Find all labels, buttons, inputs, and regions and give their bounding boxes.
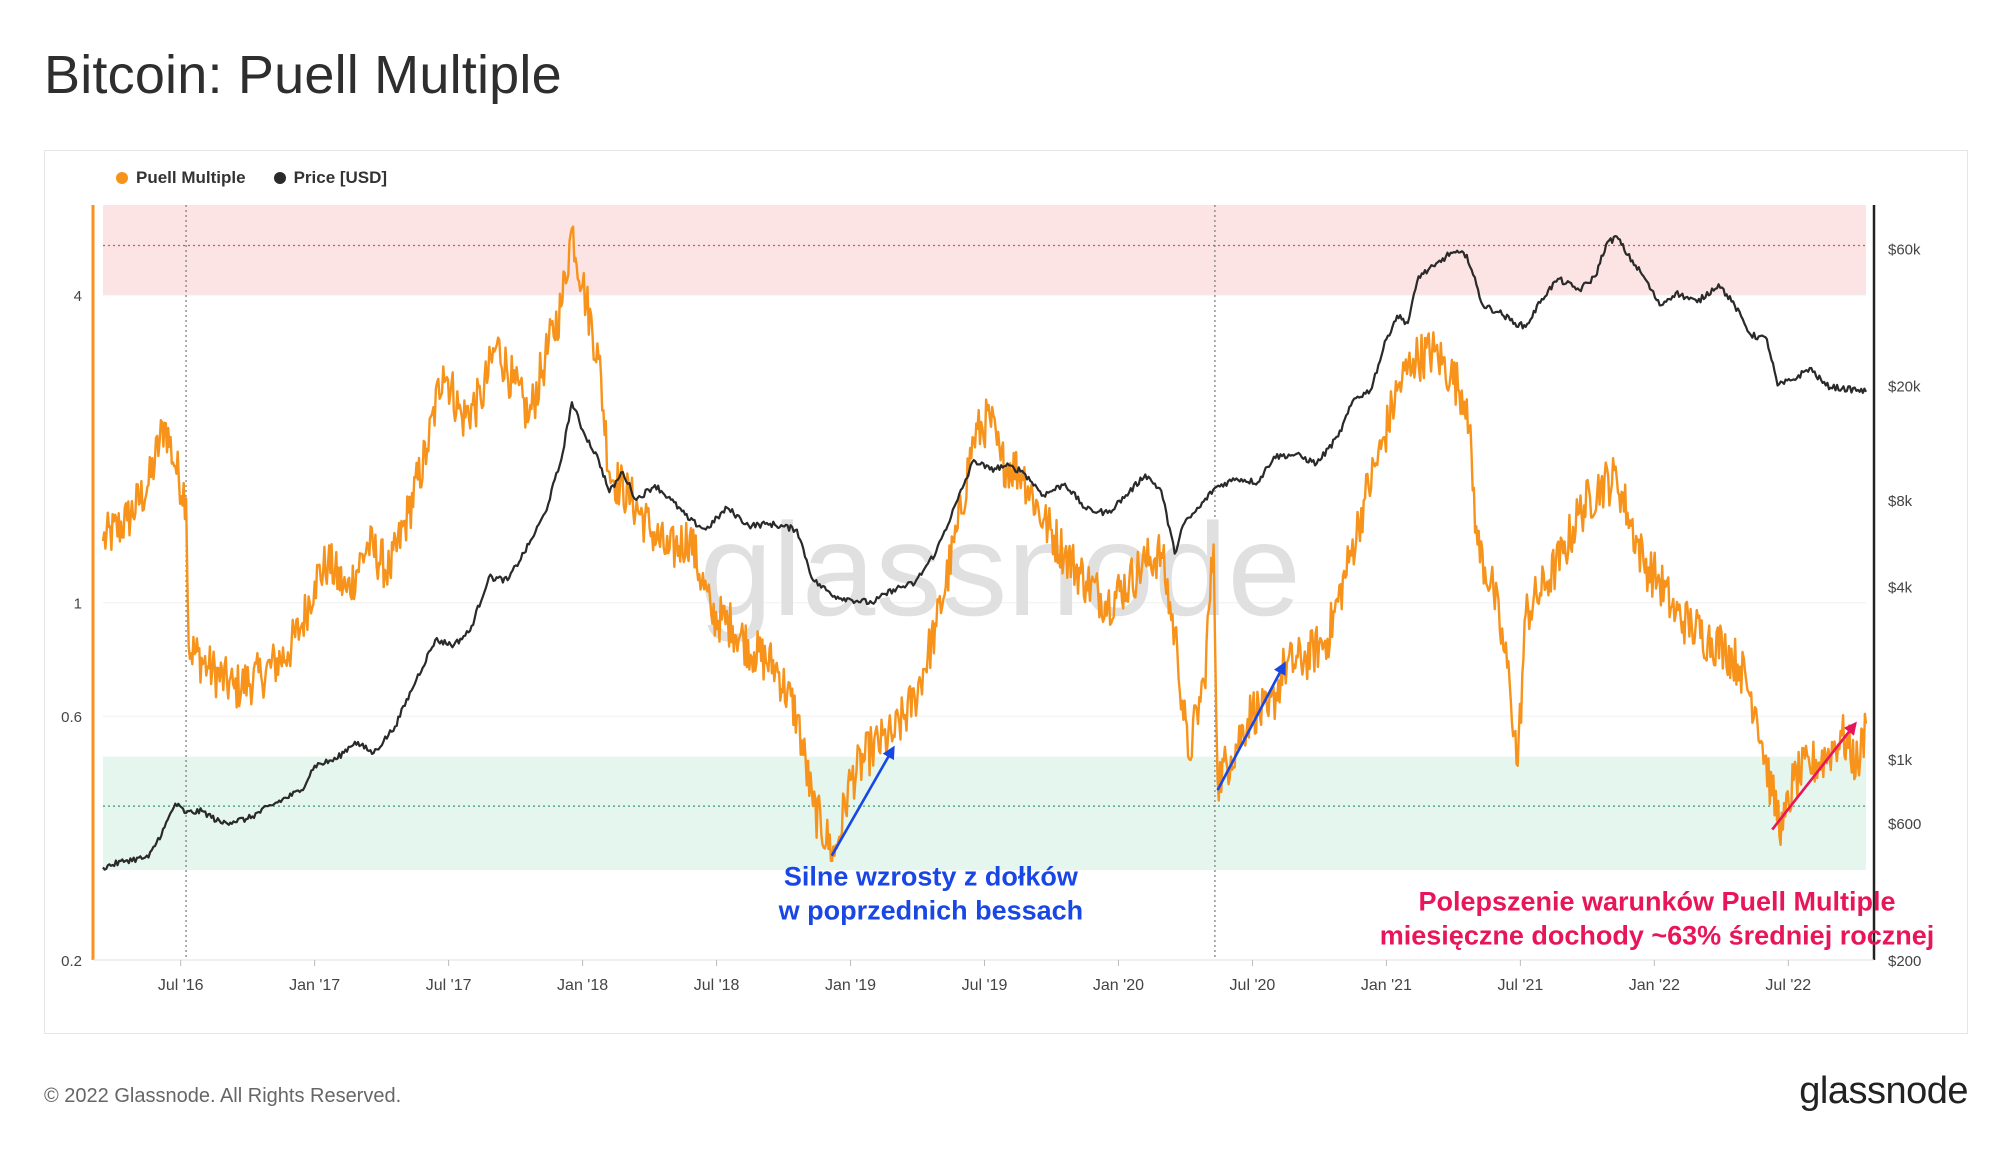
x-tick-label: Jan '22 <box>1629 977 1680 994</box>
annotation-arrow <box>1216 661 1286 791</box>
y-left-tick-label: 0.2 <box>61 953 82 970</box>
y-right-tick-label: $1k <box>1888 752 1913 769</box>
y-right-tick-label: $600 <box>1888 816 1921 833</box>
x-tick-label: Jan '21 <box>1361 977 1412 994</box>
x-tick-label: Jul '16 <box>158 977 204 994</box>
annotation-text: w poprzednich bessach <box>778 895 1084 925</box>
x-tick-label: Jul '18 <box>694 977 740 994</box>
price-line <box>102 235 1867 871</box>
x-tick-label: Jan '18 <box>557 977 608 994</box>
glassnode-logo[interactable]: glassnode <box>1799 1070 1968 1112</box>
legend-dot-puell <box>116 172 128 184</box>
x-tick-label: Jul '20 <box>1230 977 1276 994</box>
watermark: glassnode <box>699 496 1301 643</box>
legend-item-puell[interactable]: Puell Multiple <box>116 168 246 188</box>
y-right-tick-label: $20k <box>1888 379 1921 396</box>
y-right-tick-label: $200 <box>1888 953 1921 970</box>
x-tick-label: Jul '21 <box>1497 977 1543 994</box>
y-left-tick-label: 4 <box>74 288 82 305</box>
page-title: Bitcoin: Puell Multiple <box>44 45 562 105</box>
band-overheated <box>103 205 1866 296</box>
x-tick-label: Jan '20 <box>1093 977 1144 994</box>
legend-item-price[interactable]: Price [USD] <box>273 168 388 188</box>
annotation-arrow <box>1771 721 1857 831</box>
y-right-tick-label: $8k <box>1888 493 1913 510</box>
annotation-text: Polepszenie warunków Puell Multiple <box>1418 886 1895 916</box>
x-tick-label: Jul '22 <box>1765 977 1811 994</box>
x-tick-label: Jan '19 <box>825 977 876 994</box>
band-undervalued <box>103 756 1866 870</box>
x-tick-label: Jul '19 <box>962 977 1008 994</box>
y-right-tick-label: $4k <box>1888 579 1913 596</box>
annotation-text: Silne wzrosty z dołków <box>784 861 1079 891</box>
y-right-tick-label: $60k <box>1888 241 1921 258</box>
x-tick-label: Jul '17 <box>426 977 472 994</box>
x-tick-label: Jan '17 <box>289 977 340 994</box>
annotation-text: miesięczne dochody ~63% średniej rocznej <box>1380 920 1934 950</box>
legend-dot-price <box>273 172 286 184</box>
legend-label-price: Price [USD] <box>293 168 388 187</box>
y-left-tick-label: 1 <box>74 596 82 613</box>
y-left-tick-label: 0.6 <box>61 709 82 726</box>
legend-label-puell: Puell Multiple <box>136 168 246 187</box>
puell-multiple-line <box>101 225 1868 863</box>
copyright-text: © 2022 Glassnode. All Rights Reserved. <box>44 1085 402 1107</box>
chart-frame <box>44 150 1968 1034</box>
annotation-arrow <box>830 745 895 857</box>
chart-legend: Puell Multiple Price [USD] <box>116 168 387 188</box>
